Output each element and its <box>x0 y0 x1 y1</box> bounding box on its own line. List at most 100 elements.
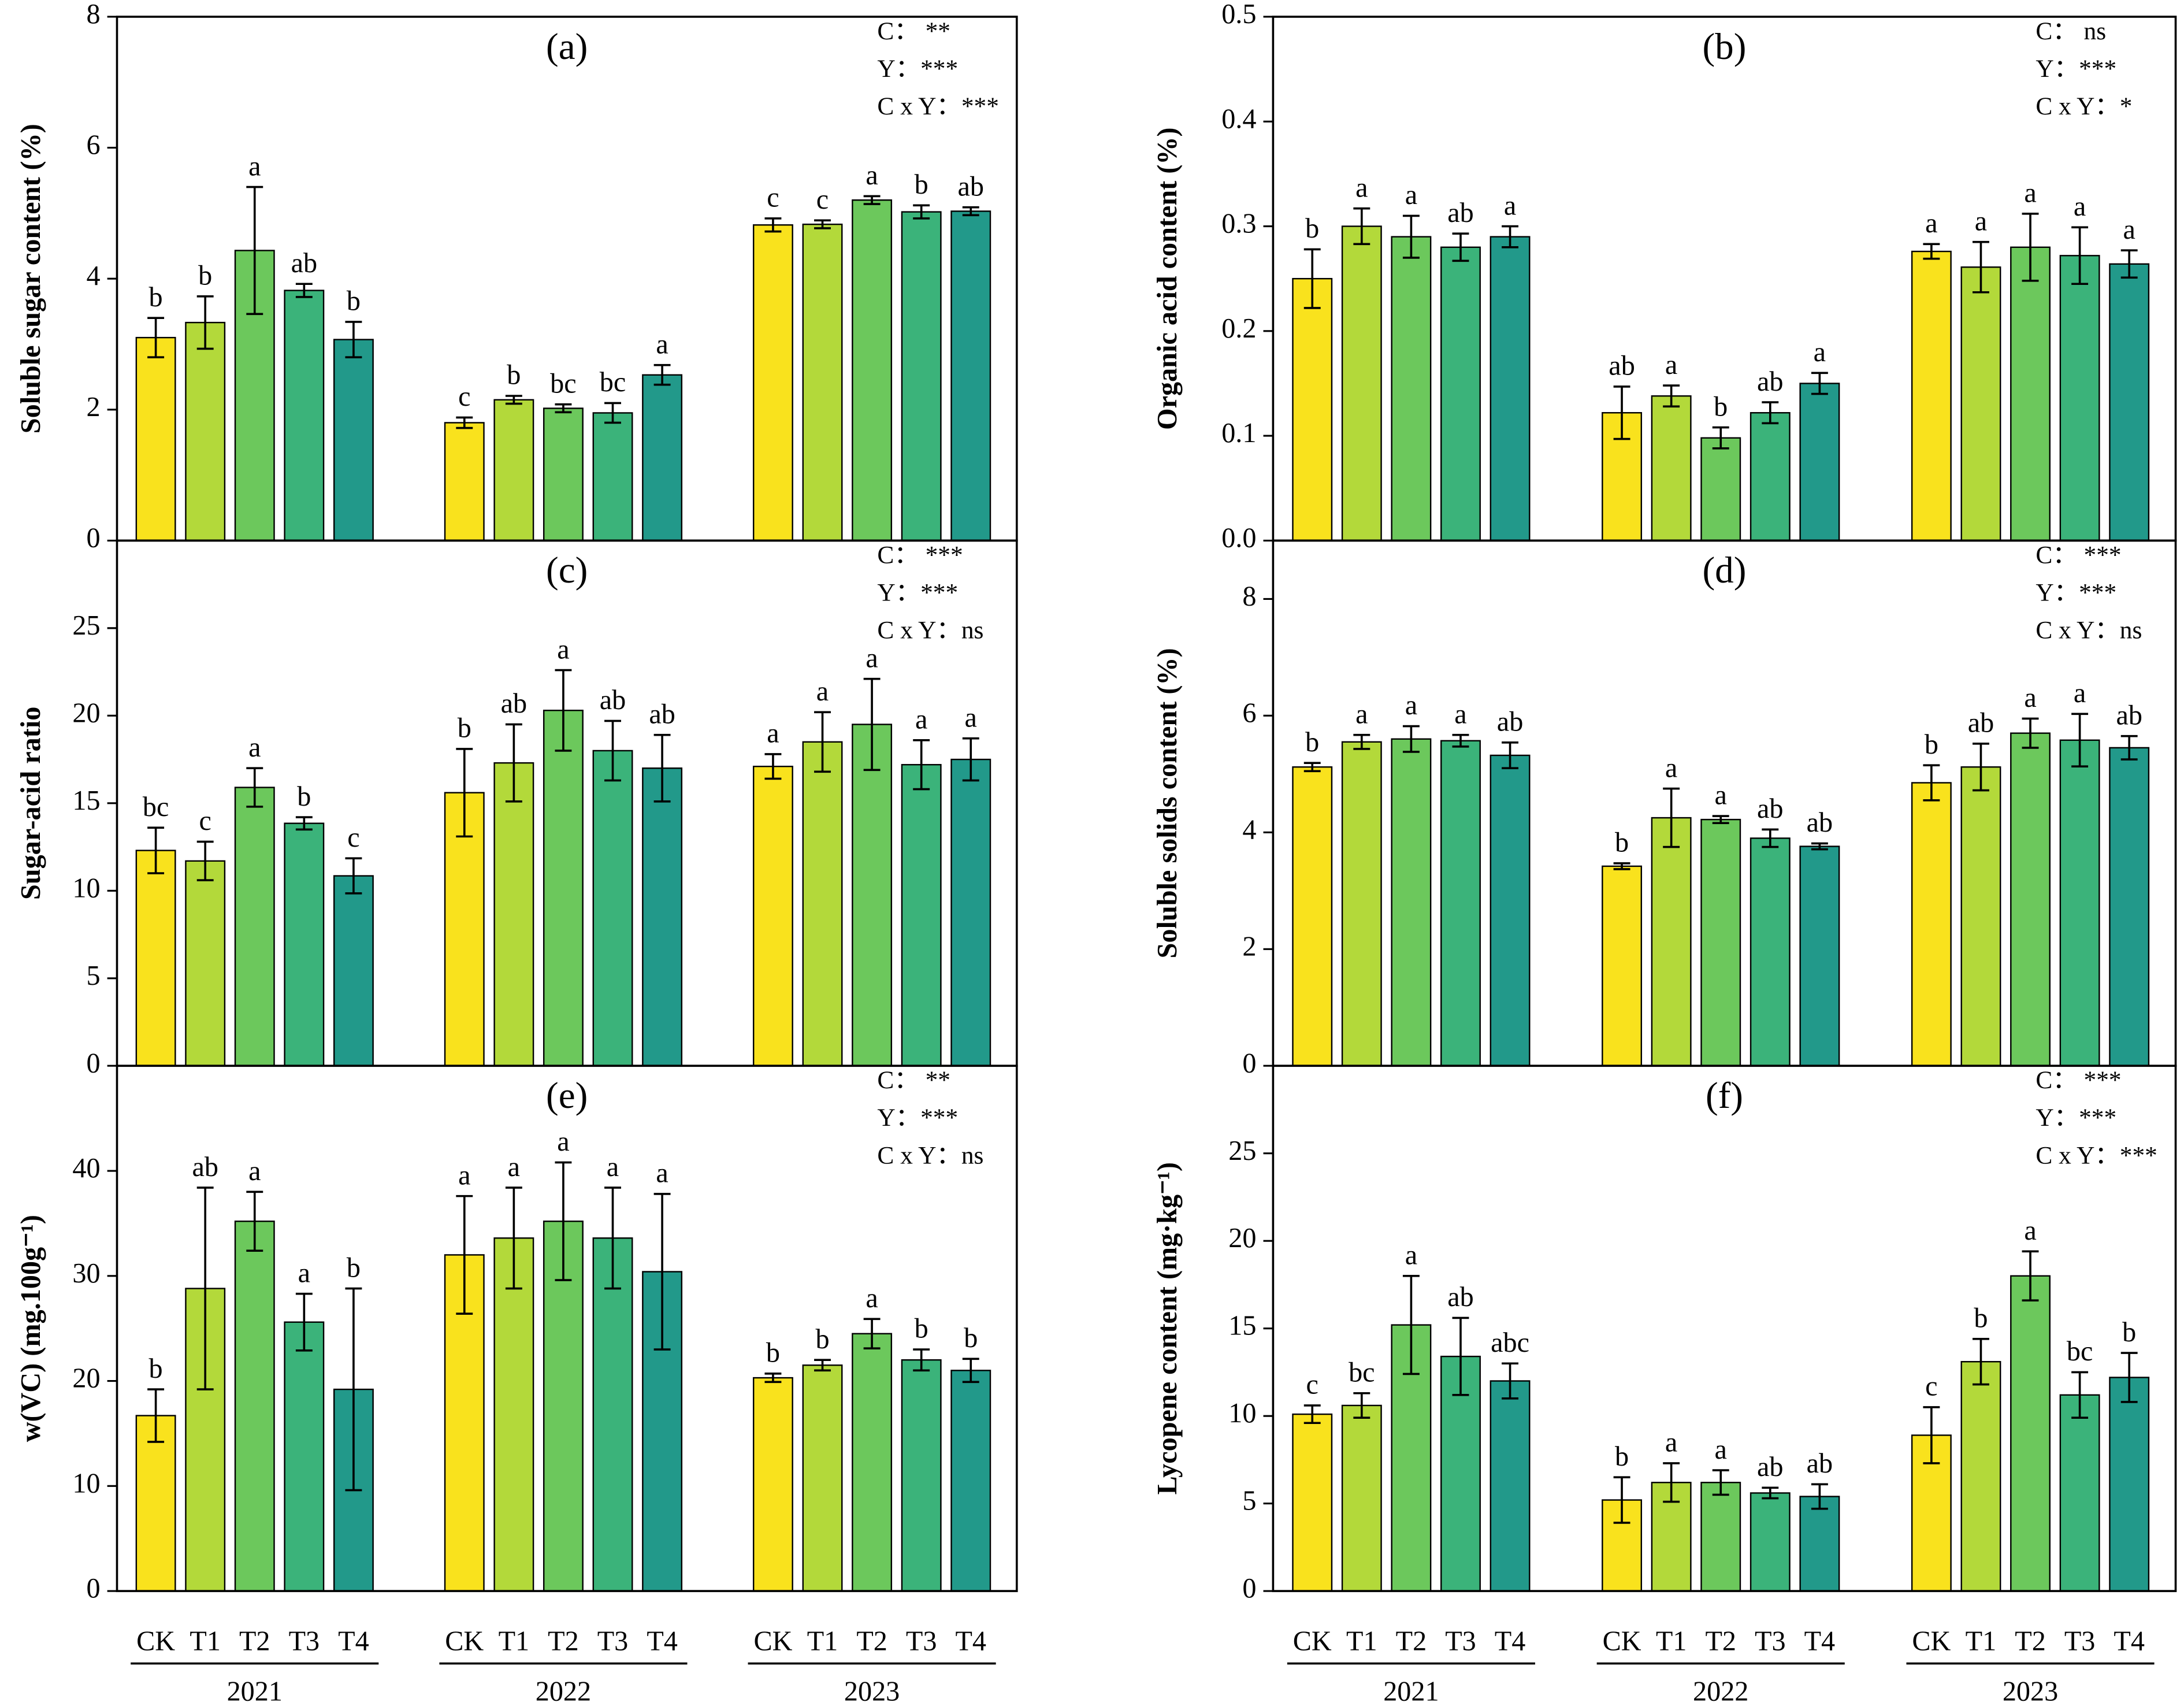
bar <box>642 374 683 542</box>
error-bar <box>1303 762 1321 773</box>
y-tick-label: 25 <box>72 610 100 641</box>
error-bar <box>295 816 313 831</box>
y-tick-label: 0.0 <box>1221 522 1256 553</box>
bar <box>333 875 374 1067</box>
panel-title: (d) <box>1703 550 1747 591</box>
bar <box>2109 1377 2150 1592</box>
significance-letter: b <box>1925 729 1938 760</box>
x-tick-label: T2 <box>2015 1626 2046 1657</box>
bar <box>1960 766 2001 1067</box>
annotation: C x Y：*** <box>2036 1141 2157 1169</box>
error-bar <box>456 748 473 838</box>
significance-letter: c <box>347 822 359 853</box>
error-bar <box>295 1292 313 1352</box>
annotation: Y：*** <box>2036 578 2116 606</box>
error-bar <box>1663 384 1680 408</box>
significance-letter: a <box>2024 1215 2036 1246</box>
y-tick-label: 0.2 <box>1221 313 1256 344</box>
bar <box>543 710 584 1067</box>
significance-letter: b <box>1305 727 1319 758</box>
y-tick-label: 2 <box>1242 931 1256 962</box>
bar <box>950 1370 991 1592</box>
bar <box>543 1221 584 1592</box>
error-bar <box>764 217 782 233</box>
bar <box>444 422 485 542</box>
error-bar <box>1762 828 1779 848</box>
bar <box>1750 837 1791 1067</box>
annotation: C： *** <box>2036 1066 2121 1094</box>
group-label: 2023 <box>2003 1677 2058 1706</box>
significance-letter: a <box>1405 690 1417 721</box>
x-tick-label: T1 <box>190 1626 221 1657</box>
bar <box>1602 865 1643 1067</box>
significance-letter: c <box>458 381 470 412</box>
x-tick-label: T2 <box>239 1626 270 1657</box>
annotation: C： *** <box>2036 541 2121 569</box>
error-bar <box>962 1358 979 1384</box>
significance-letter: b <box>149 1353 163 1384</box>
error-bar <box>814 711 831 773</box>
annotation: C： ** <box>877 17 950 45</box>
y-tick-label: 15 <box>1228 1311 1256 1341</box>
y-tick-label: 0.3 <box>1221 209 1256 239</box>
bar <box>1911 782 1952 1067</box>
bar <box>950 210 991 542</box>
x-tick-label: T3 <box>2064 1626 2096 1657</box>
error-bar <box>1303 1404 1321 1425</box>
significance-letter: ab <box>649 699 675 729</box>
significance-letter: a <box>1504 190 1516 221</box>
error-bar <box>246 1191 263 1252</box>
significance-letter: a <box>2024 683 2036 713</box>
x-tick-label: T1 <box>1966 1626 1997 1657</box>
plot-frame <box>116 1065 1018 1592</box>
significance-letter: b <box>1615 828 1629 858</box>
error-bar <box>505 723 522 803</box>
significance-letter: ab <box>192 1152 218 1182</box>
error-bar <box>1663 1462 1680 1503</box>
significance-letter: c <box>1306 1370 1318 1400</box>
error-bar <box>1712 1469 1729 1496</box>
bar <box>752 1377 793 1592</box>
significance-letter: a <box>816 676 829 707</box>
y-tick-label: 0 <box>1242 1048 1256 1078</box>
error-bar <box>555 669 572 752</box>
significance-letter: b <box>347 1252 361 1283</box>
annotation: C x Y：ns <box>877 1141 983 1169</box>
error-bar <box>1972 1338 1989 1386</box>
y-axis-label: Organic acid content (%) <box>1152 127 1183 429</box>
bar <box>2059 739 2100 1067</box>
error-bar <box>814 219 831 229</box>
x-tick-label: CK <box>1603 1626 1641 1657</box>
panel-title: (f) <box>1706 1075 1743 1117</box>
bar <box>2109 747 2150 1067</box>
error-bar <box>962 737 979 782</box>
bar <box>1341 225 1382 542</box>
bar <box>1960 266 2001 542</box>
significance-letter: b <box>815 1324 829 1355</box>
annotation: Y：*** <box>2036 1104 2116 1132</box>
y-tick-label: 5 <box>86 960 100 991</box>
bar <box>493 1237 534 1592</box>
bar <box>1799 845 1840 1067</box>
error-bar <box>196 295 214 350</box>
significance-letter: a <box>1975 206 1987 236</box>
significance-letter: a <box>866 1283 878 1314</box>
significance-letter: a <box>866 643 878 673</box>
bar <box>135 850 176 1067</box>
bar <box>234 1221 275 1592</box>
error-bar <box>2120 735 2138 761</box>
significance-letter: a <box>2074 191 2086 222</box>
error-bar <box>1613 1476 1630 1524</box>
error-bar <box>1613 385 1630 440</box>
bar <box>1799 383 1840 542</box>
bar <box>852 1333 893 1592</box>
error-bar <box>2022 717 2039 749</box>
bar <box>1651 395 1692 542</box>
y-tick-label: 30 <box>72 1258 100 1289</box>
y-tick-label: 20 <box>72 698 100 728</box>
error-bar <box>653 733 671 803</box>
bar <box>2059 255 2100 542</box>
y-tick-label: 0 <box>86 1048 100 1078</box>
significance-letter: a <box>248 151 261 181</box>
significance-letter: a <box>508 1152 520 1182</box>
